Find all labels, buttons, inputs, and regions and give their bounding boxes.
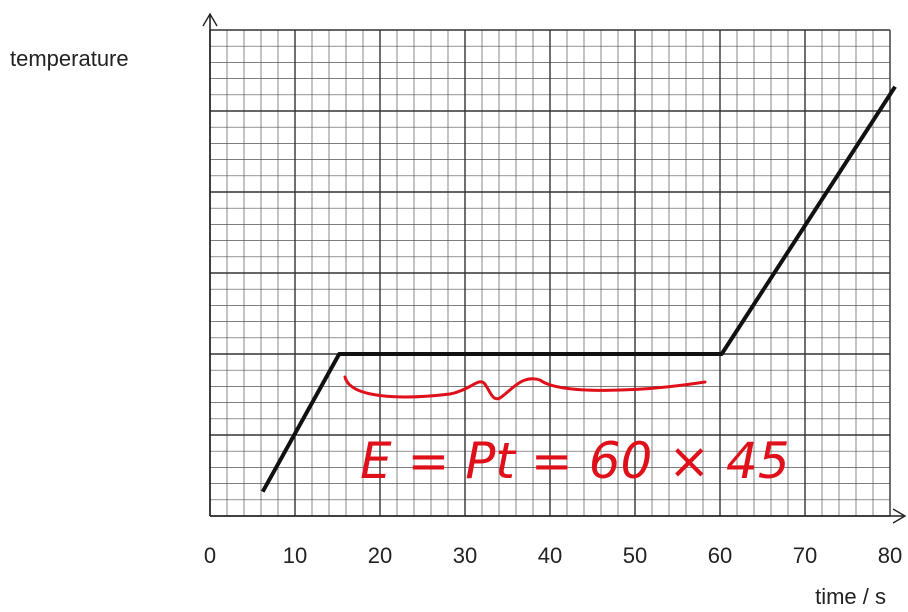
x-axis-arrow [892, 508, 907, 524]
x-tick-label: 0 [204, 543, 216, 568]
x-tick-labels: 0 10 20 30 40 50 60 70 80 [204, 543, 902, 568]
x-tick-label: 10 [283, 543, 307, 568]
y-axis-arrow [202, 12, 218, 27]
axes [202, 12, 907, 524]
x-tick-label: 80 [878, 543, 902, 568]
x-tick-label: 50 [623, 543, 647, 568]
y-axis-label: temperature [10, 46, 129, 71]
handwritten-equation: E = Pt = 60 × 45 [360, 432, 790, 490]
x-axis-label: time / s [815, 584, 886, 609]
x-tick-label: 40 [538, 543, 562, 568]
x-tick-label: 70 [793, 543, 817, 568]
series-layer [260, 85, 897, 493]
x-tick-label: 20 [368, 543, 392, 568]
handwritten-brace [343, 375, 707, 401]
x-tick-label: 60 [708, 543, 732, 568]
temperature-line [260, 85, 897, 493]
x-tick-label: 30 [453, 543, 477, 568]
